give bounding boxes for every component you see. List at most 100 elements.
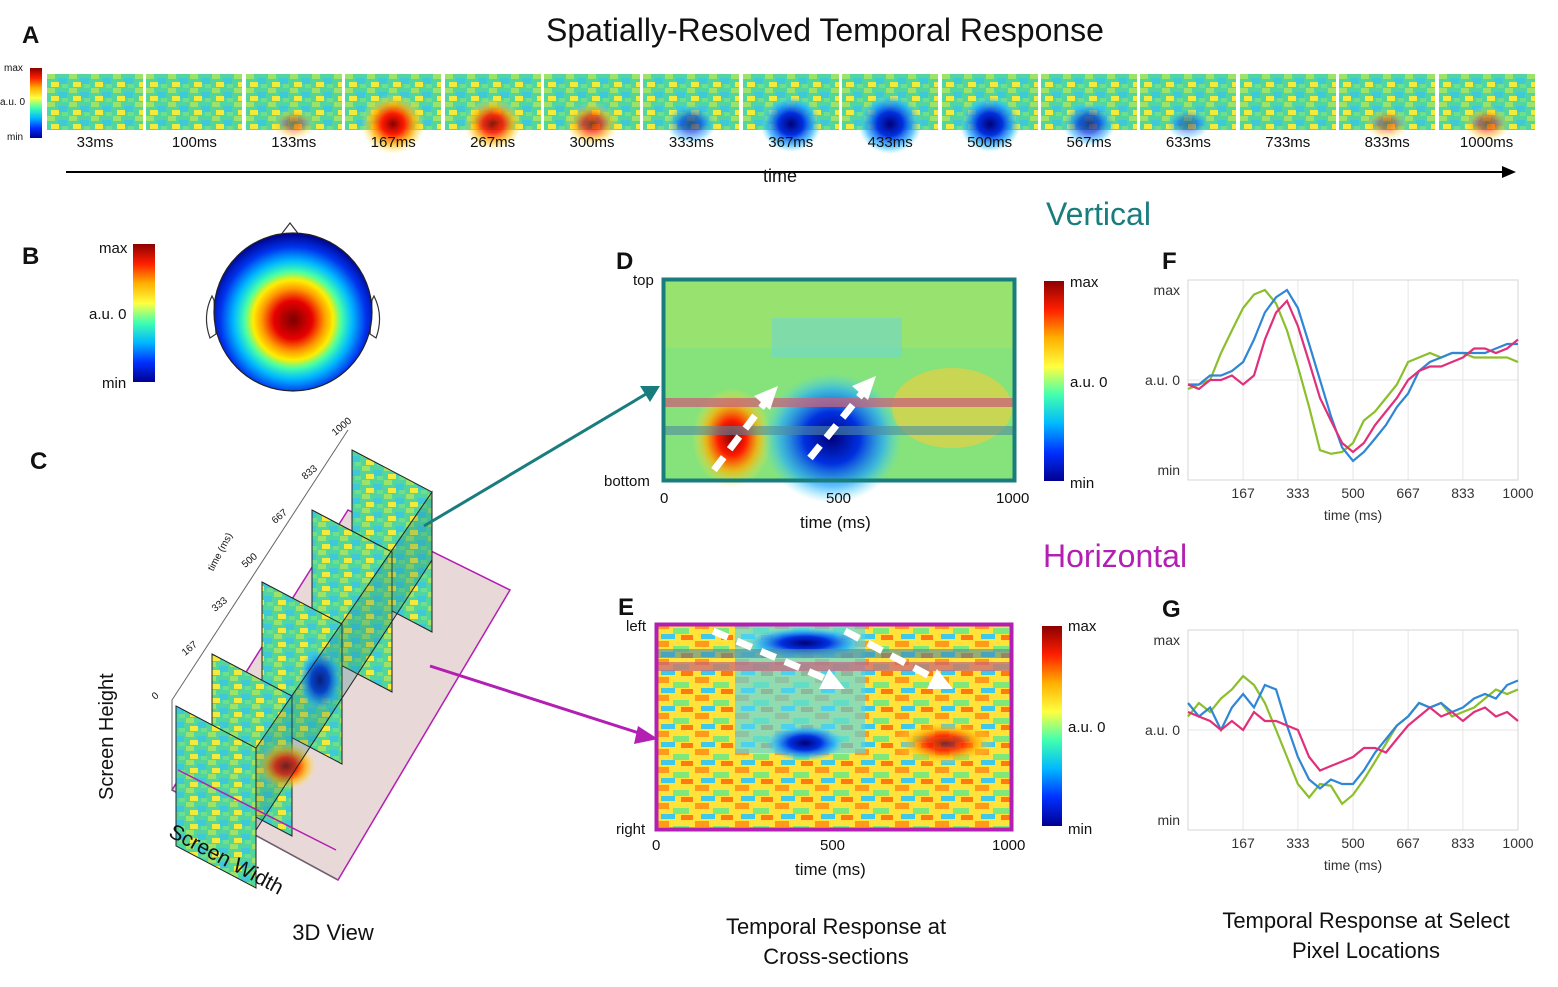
panel-d-xlabel: time (ms) — [800, 513, 871, 532]
x-tick-label: 1000 — [1502, 485, 1533, 501]
panel-d-xtick-0: 0 — [660, 490, 669, 507]
3d-view-caption: 3D View — [292, 920, 374, 945]
head-colorbar-min: min — [102, 375, 127, 392]
panel-label-c: C — [30, 448, 48, 475]
strip-frame — [47, 74, 143, 130]
x-tick-label: 1000 — [1502, 835, 1533, 851]
strip-colorbar-max: max — [4, 63, 23, 74]
x-tick-label: 167 — [1231, 835, 1255, 851]
panel-e-xlabel: time (ms) — [795, 860, 866, 879]
panel-d-ylabel-bottom: bottom — [604, 473, 650, 490]
middle-caption-line2: Cross-sections — [763, 944, 909, 969]
panel-d-xtick-1: 500 — [826, 490, 852, 507]
section-horizontal: Horizontal — [1043, 538, 1188, 574]
strip-frame-label: 300ms — [569, 134, 615, 151]
strip-frame-label: 433ms — [867, 134, 913, 151]
plot-frame — [1187, 279, 1519, 481]
x-tick-label: 500 — [1341, 485, 1365, 501]
x-tick-label: 833 — [1451, 835, 1475, 851]
head-topography — [205, 222, 381, 392]
time-arrow — [66, 166, 1516, 178]
head-colorbar-zero: a.u. 0 — [89, 306, 127, 323]
strip-frame-label: 333ms — [668, 134, 714, 151]
strip-frame — [1041, 74, 1137, 146]
strip-frame — [444, 74, 541, 150]
figure-title: Spatially-Resolved Temporal Response — [546, 12, 1104, 48]
strip-colorbar-min: min — [7, 132, 24, 143]
panel-label-a: A — [22, 22, 40, 49]
strip-frame-label: 367ms — [768, 134, 814, 151]
strip-frame-label: 633ms — [1165, 134, 1211, 151]
strip-frame-label: 267ms — [470, 134, 516, 151]
strip-frame-label: 567ms — [1066, 134, 1112, 151]
y-tick-label: max — [1154, 632, 1180, 648]
strip-colorbar-zero: a.u. 0 — [0, 97, 26, 108]
strip-frame — [1140, 74, 1237, 140]
y-tick-label: a.u. 0 — [1145, 372, 1180, 388]
strip-frame-label: 167ms — [370, 134, 416, 151]
x-tick-label: 167 — [1231, 485, 1255, 501]
series-line-green — [1187, 674, 1519, 806]
panel-label-f: F — [1162, 248, 1177, 275]
y-tick-label: a.u. 0 — [1145, 722, 1180, 738]
panel-d-colorbar-max: max — [1070, 274, 1099, 291]
panel-label-d: D — [616, 248, 634, 275]
panel-d-xtick-2: 1000 — [996, 490, 1030, 507]
strip-frame — [1239, 74, 1336, 130]
panel-e-xtick-2: 1000 — [992, 837, 1026, 854]
panel-e-colorbar-zero: a.u. 0 — [1068, 719, 1106, 736]
strip-frame-label: 833ms — [1364, 134, 1410, 151]
strip-frame — [345, 74, 442, 154]
series-line-magenta — [1187, 298, 1519, 454]
x-tick-label: 667 — [1396, 485, 1420, 501]
strip-frame-label: 100ms — [171, 134, 217, 151]
panel-e-xtick-1: 500 — [820, 837, 846, 854]
panel-d-colorbar-min: min — [1070, 475, 1095, 492]
panel-d-colorbar-zero: a.u. 0 — [1070, 374, 1108, 391]
strip-frame — [1438, 74, 1535, 142]
y-tick-label: min — [1157, 812, 1180, 828]
panel-e-xtick-0: 0 — [652, 837, 661, 854]
middle-caption-line1: Temporal Response at — [725, 914, 947, 939]
panel-label-g: G — [1162, 596, 1181, 623]
head-colorbar — [133, 244, 155, 382]
panel-d-heatmap — [661, 277, 1017, 503]
strip-frame-label: 1000ms — [1459, 134, 1514, 151]
strip-frame — [146, 74, 243, 130]
x-tick-label: 500 — [1341, 835, 1365, 851]
plot-frame — [1187, 629, 1519, 831]
strip-frame — [842, 74, 939, 154]
strip-frame — [245, 74, 342, 140]
y-tick-label: min — [1157, 462, 1180, 478]
x-axis-label: time (ms) — [1324, 857, 1382, 873]
chart-f: 167 333 500 667 833 1000 max a.u. 0 min time (ms) — [1145, 279, 1534, 523]
x-axis-label: time (ms) — [1324, 507, 1382, 523]
strip-frame — [643, 74, 740, 144]
strip-frame-label: 33ms — [76, 134, 114, 151]
strip-frame — [544, 74, 640, 146]
strip-colorbar — [30, 68, 42, 138]
series-line-blue — [1187, 679, 1519, 790]
right-caption-line1: Temporal Response at Select — [1222, 908, 1510, 933]
strip-frame-label: 733ms — [1265, 134, 1311, 151]
3d-view — [170, 429, 512, 889]
strip-frame — [941, 74, 1038, 152]
panel-e-colorbar — [1042, 626, 1062, 826]
x-tick-label: 667 — [1396, 835, 1420, 851]
x-tick-label: 333 — [1286, 835, 1310, 851]
panel-e-heatmap — [654, 622, 1014, 832]
strip-frame — [742, 74, 839, 152]
head-colorbar-max: max — [99, 240, 128, 257]
strip-frame-label: 500ms — [967, 134, 1013, 151]
panel-d-colorbar — [1044, 281, 1064, 481]
panel-e-colorbar-max: max — [1068, 618, 1097, 635]
series-line-blue — [1188, 288, 1518, 463]
strip-frame — [1339, 74, 1436, 140]
panel-label-e: E — [618, 594, 635, 621]
panel-e-ylabel-bottom: right — [616, 821, 646, 838]
strip-frame-label: 133ms — [271, 134, 317, 151]
right-caption-line2: Pixel Locations — [1292, 938, 1440, 963]
3d-slice-1 — [175, 705, 316, 889]
panel-e-colorbar-min: min — [1068, 821, 1093, 838]
